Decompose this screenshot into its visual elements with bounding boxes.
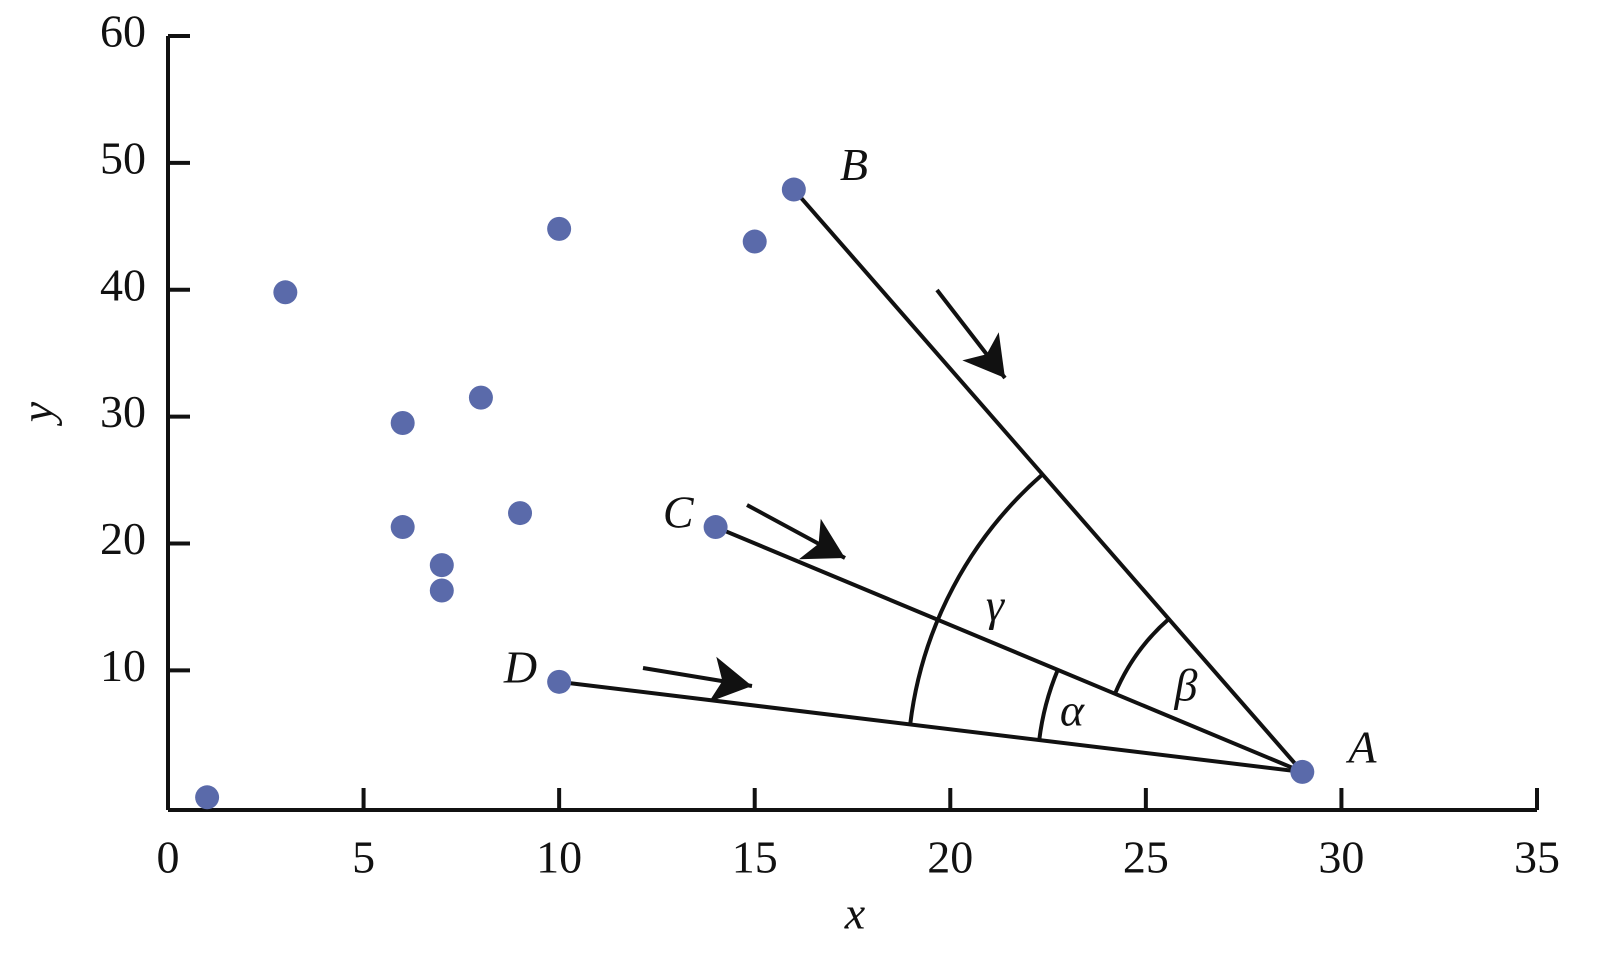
angle-arc xyxy=(1113,617,1171,695)
arrow xyxy=(642,656,753,703)
angle-label: γ xyxy=(986,580,1006,631)
x-tick-label: 0 xyxy=(157,832,180,883)
y-tick-label: 50 xyxy=(100,132,146,183)
ray xyxy=(558,679,1303,774)
y-tick-label: 10 xyxy=(100,640,146,691)
point xyxy=(390,515,415,540)
ray xyxy=(714,525,1304,774)
point-label: A xyxy=(1345,721,1377,772)
y-tick-label: 30 xyxy=(100,386,146,437)
point-label: B xyxy=(840,139,868,190)
y-axis-title: y xyxy=(12,401,63,426)
point xyxy=(508,501,533,526)
point xyxy=(429,553,454,578)
arrow xyxy=(935,288,1007,380)
x-tick-label: 20 xyxy=(927,832,973,883)
angle-label: β xyxy=(1174,660,1198,711)
angle-arc xyxy=(908,472,1044,725)
point-label: D xyxy=(503,641,537,692)
x-axis-title: x xyxy=(844,888,866,939)
x-tick-label: 25 xyxy=(1123,832,1169,883)
x-tick-label: 30 xyxy=(1318,832,1364,883)
y-tick-label: 60 xyxy=(100,6,146,57)
point xyxy=(781,177,806,202)
angle-label: α xyxy=(1060,685,1085,736)
point xyxy=(195,785,220,810)
point xyxy=(429,578,454,603)
y-tick-label: 20 xyxy=(100,513,146,564)
point xyxy=(547,216,572,241)
point xyxy=(547,669,572,694)
y-tick-label: 40 xyxy=(100,259,146,310)
x-tick-label: 35 xyxy=(1514,832,1560,883)
point-label: C xyxy=(663,487,695,538)
point xyxy=(468,385,493,410)
arrow xyxy=(746,503,846,560)
point xyxy=(273,280,298,305)
point xyxy=(742,229,767,254)
angle-arc xyxy=(1037,669,1060,741)
x-tick-label: 15 xyxy=(732,832,778,883)
point xyxy=(1290,759,1315,784)
x-tick-label: 10 xyxy=(536,832,582,883)
flow-arrows xyxy=(642,288,1007,703)
ray xyxy=(792,188,1304,774)
x-tick-label: 5 xyxy=(352,832,375,883)
point xyxy=(703,515,728,540)
point xyxy=(390,411,415,435)
